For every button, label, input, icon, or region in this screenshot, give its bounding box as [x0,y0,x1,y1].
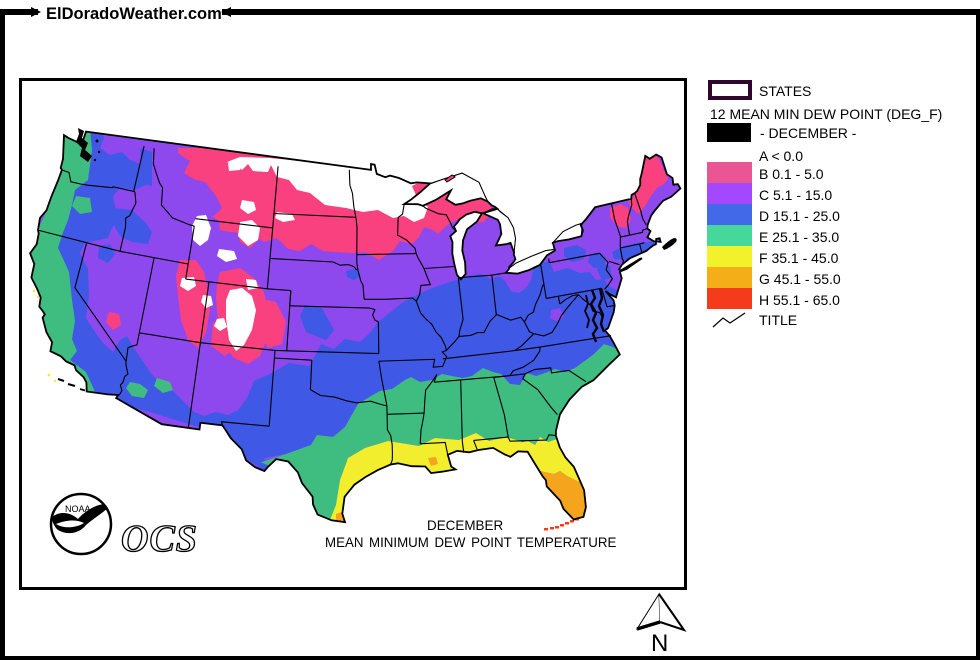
svg-text:OCS: OCS [121,518,198,560]
svg-text:NOAA: NOAA [65,504,91,514]
svg-text:N: N [651,630,668,657]
